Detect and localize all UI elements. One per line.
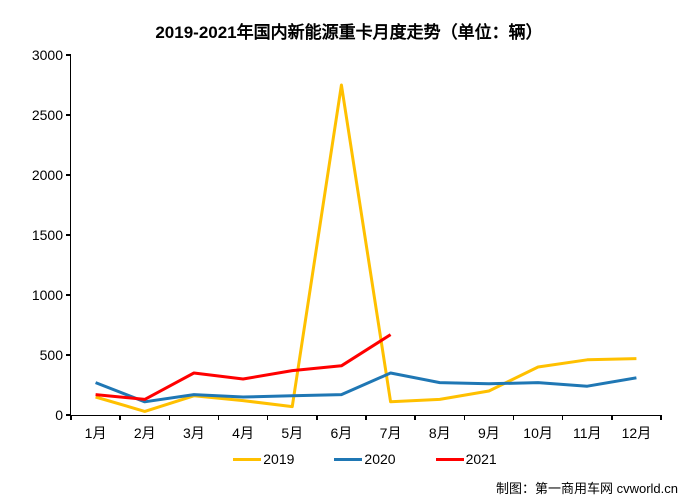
series-line-2021	[96, 335, 391, 400]
x-tick-mark	[464, 415, 466, 420]
x-tick-mark	[218, 415, 220, 420]
x-tick-mark	[70, 415, 72, 420]
x-tick-mark	[660, 415, 662, 420]
x-tick-label: 10月	[523, 423, 553, 443]
x-tick-mark	[365, 415, 367, 420]
series-line-2019	[96, 85, 637, 411]
legend-item-2021: 2021	[436, 451, 497, 467]
x-tick-label: 5月	[281, 423, 303, 443]
legend-swatch	[334, 458, 362, 461]
x-tick-mark	[562, 415, 564, 420]
y-tick-label: 500	[40, 347, 63, 363]
x-tick-label: 6月	[331, 423, 353, 443]
legend: 2019 2020 2021	[70, 451, 660, 467]
legend-label: 2020	[364, 451, 395, 467]
x-tick-label: 4月	[232, 423, 254, 443]
x-tick-mark	[119, 415, 121, 420]
x-tick-label: 1月	[85, 423, 107, 443]
y-tick-label: 3000	[32, 47, 63, 63]
x-tick-mark	[611, 415, 613, 420]
credit-text: 制图：第一商用车网 cvworld.cn	[496, 478, 678, 497]
x-tick-label: 12月	[622, 423, 652, 443]
legend-item-2019: 2019	[233, 451, 294, 467]
y-tick-mark	[66, 354, 71, 356]
plot-area: 0500100015002000250030001月2月3月4月5月6月7月8月…	[70, 55, 661, 416]
legend-item-2020: 2020	[334, 451, 395, 467]
y-tick-mark	[66, 174, 71, 176]
y-tick-mark	[66, 114, 71, 116]
x-tick-mark	[316, 415, 318, 420]
x-tick-mark	[169, 415, 171, 420]
series-line-2020	[96, 373, 637, 402]
x-tick-mark	[513, 415, 515, 420]
chart-container: 2019-2021年国内新能源重卡月度走势（单位：辆） 050010001500…	[0, 0, 698, 503]
x-tick-mark	[267, 415, 269, 420]
y-tick-label: 2500	[32, 107, 63, 123]
x-tick-mark	[414, 415, 416, 420]
x-tick-label: 7月	[380, 423, 402, 443]
legend-label: 2021	[466, 451, 497, 467]
legend-swatch	[436, 458, 464, 461]
line-series-svg	[71, 55, 661, 415]
legend-swatch	[233, 458, 261, 461]
x-tick-label: 2月	[134, 423, 156, 443]
x-tick-label: 3月	[183, 423, 205, 443]
y-tick-label: 2000	[32, 167, 63, 183]
legend-label: 2019	[263, 451, 294, 467]
y-tick-mark	[66, 234, 71, 236]
x-tick-label: 9月	[478, 423, 500, 443]
x-tick-label: 11月	[573, 423, 602, 443]
y-tick-label: 0	[55, 407, 63, 423]
y-tick-label: 1000	[32, 287, 63, 303]
chart-title: 2019-2021年国内新能源重卡月度走势（单位：辆）	[0, 18, 698, 43]
x-tick-label: 8月	[429, 423, 451, 443]
y-tick-mark	[66, 54, 71, 56]
y-tick-label: 1500	[32, 227, 63, 243]
y-tick-mark	[66, 294, 71, 296]
